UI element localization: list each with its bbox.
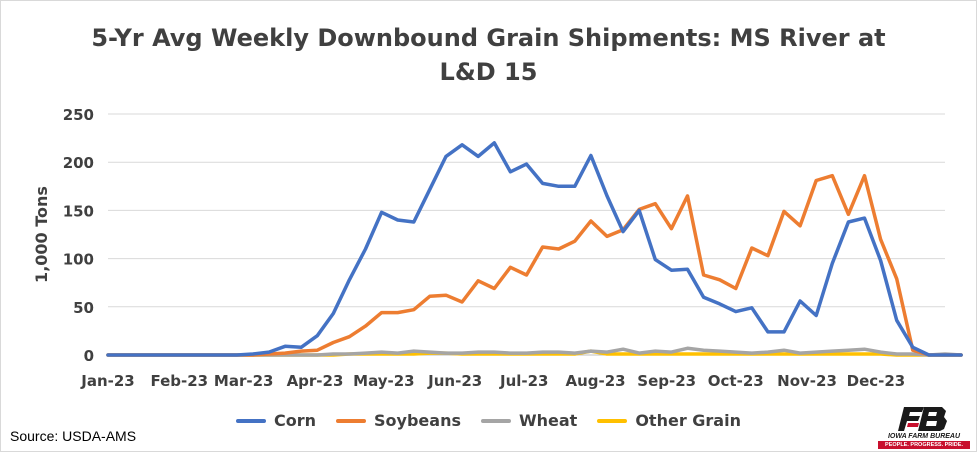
legend: Corn Soybeans Wheat Other Grain — [0, 411, 977, 430]
legend-label: Soybeans — [374, 411, 461, 430]
legend-label: Corn — [274, 411, 317, 430]
y-tick-label: 150 — [63, 202, 94, 220]
legend-item-soybeans: Soybeans — [336, 411, 461, 430]
legend-swatch — [336, 418, 367, 423]
legend-label: Other Grain — [635, 411, 741, 430]
chart-title-line2: L&D 15 — [439, 58, 538, 86]
legend-item-other-grain: Other Grain — [597, 411, 741, 430]
iowa-farm-bureau-logo: IOWA FARM BUREAU PEOPLE. PROGRESS. PRIDE… — [874, 403, 974, 449]
fb-logo-icon — [898, 407, 947, 431]
source-note: Source: USDA-AMS — [10, 428, 137, 444]
legend-item-corn: Corn — [236, 411, 316, 430]
logo-name: IOWA FARM BUREAU — [887, 433, 961, 440]
legend-label: Wheat — [518, 411, 578, 430]
x-tick-label: Dec-23 — [847, 372, 906, 390]
x-tick-label: Sep-23 — [637, 372, 696, 390]
y-tick-label: 250 — [63, 106, 94, 124]
y-tick-label: 0 — [84, 347, 94, 365]
legend-swatch — [236, 418, 266, 423]
x-tick-label: May-23 — [353, 372, 414, 390]
y-tick-label: 50 — [73, 299, 94, 317]
y-tick-label: 200 — [63, 154, 94, 172]
y-axis-label: 1,000 Tons — [32, 186, 51, 283]
y-tick-label: 100 — [63, 251, 94, 269]
x-tick-label: Feb-23 — [150, 372, 208, 390]
legend-swatch — [597, 418, 628, 423]
x-tick-label: Apr-23 — [287, 372, 344, 390]
series-line-corn — [106, 141, 963, 357]
x-tick-label: Nov-23 — [777, 372, 837, 390]
legend-swatch — [480, 418, 511, 423]
x-tick-label: Aug-23 — [565, 372, 625, 390]
chart-title-line1: 5-Yr Avg Weekly Downbound Grain Shipment… — [91, 24, 886, 52]
x-tick-label: Oct-23 — [708, 372, 764, 390]
legend-item-wheat: Wheat — [480, 411, 578, 430]
x-tick-label: Mar-23 — [214, 372, 274, 390]
x-tick-label: Jan-23 — [80, 372, 134, 390]
logo-tagline: PEOPLE. PROGRESS. PRIDE. — [878, 441, 970, 449]
x-tick-label: Jul-23 — [499, 372, 549, 390]
x-tick-label: Jun-23 — [427, 372, 482, 390]
